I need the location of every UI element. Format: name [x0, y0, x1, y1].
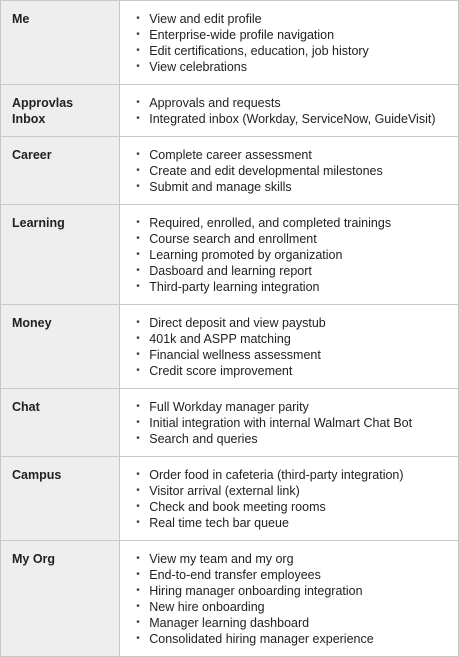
list-item: View my team and my org — [134, 551, 458, 567]
row-items-cell: Order food in cafeteria (third-party int… — [119, 456, 459, 541]
list-item: Edit certifications, education, job hist… — [134, 43, 458, 59]
list-item: Integrated inbox (Workday, ServiceNow, G… — [134, 111, 458, 127]
list-item: Enterprise-wide profile navigation — [134, 27, 458, 43]
list-item: Course search and enrollment — [134, 231, 458, 247]
feature-list-my-org: View my team and my org End-to-end trans… — [134, 551, 458, 647]
row-label-cell: Career — [0, 136, 121, 205]
table-row-my-org: My Org View my team and my org End-to-en… — [0, 540, 459, 657]
feature-list-approvals-inbox: Approvals and requests Integrated inbox … — [134, 95, 458, 127]
row-label-cell: Learning — [0, 204, 121, 305]
list-item: Credit score improvement — [134, 363, 458, 379]
row-items-cell: Direct deposit and view paystub 401k and… — [119, 304, 459, 389]
list-item: Third-party learning integration — [134, 279, 458, 295]
row-label-chat: Chat — [12, 400, 40, 414]
list-item: 401k and ASPP matching — [134, 331, 458, 347]
list-item: Submit and manage skills — [134, 179, 458, 195]
feature-list-career: Complete career assessment Create and ed… — [134, 147, 458, 195]
list-item: Full Workday manager parity — [134, 399, 458, 415]
row-label-cell: Campus — [0, 456, 121, 541]
list-item: Check and book meeting rooms — [134, 499, 458, 515]
table-row-chat: Chat Full Workday manager parity Initial… — [0, 388, 459, 457]
list-item: Direct deposit and view paystub — [134, 315, 458, 331]
list-item: Order food in cafeteria (third-party int… — [134, 467, 458, 483]
row-label-cell: My Org — [0, 540, 121, 657]
list-item: End-to-end transfer employees — [134, 567, 458, 583]
row-label-my-org: My Org — [12, 552, 56, 566]
list-item: Hiring manager onboarding integration — [134, 583, 458, 599]
list-item: Learning promoted by organization — [134, 247, 458, 263]
feature-list-money: Direct deposit and view paystub 401k and… — [134, 315, 458, 379]
list-item: Search and queries — [134, 431, 458, 447]
table-row-me: Me View and edit profile Enterprise-wide… — [0, 0, 459, 85]
row-label-money: Money — [12, 316, 52, 330]
list-item: Initial integration with internal Walmar… — [134, 415, 458, 431]
feature-list-me: View and edit profile Enterprise-wide pr… — [134, 11, 458, 75]
list-item: View and edit profile — [134, 11, 458, 27]
list-item: Dasboard and learning report — [134, 263, 458, 279]
row-label-approvals-inbox: Approvlas Inbox — [12, 96, 74, 126]
table-row-approvals-inbox: Approvlas Inbox Approvals and requests I… — [0, 84, 459, 137]
row-label-cell: Chat — [0, 388, 121, 457]
table-row-money: Money Direct deposit and view paystub 40… — [0, 304, 459, 389]
row-label-cell: Money — [0, 304, 121, 389]
row-items-cell: View my team and my org End-to-end trans… — [119, 540, 459, 657]
row-label-cell: Approvlas Inbox — [0, 84, 121, 137]
row-label-me: Me — [12, 12, 30, 26]
list-item: Create and edit developmental milestones — [134, 163, 458, 179]
row-label-cell: Me — [0, 0, 121, 85]
list-item: Consolidated hiring manager experience — [134, 631, 458, 647]
list-item: Real time tech bar queue — [134, 515, 458, 531]
row-items-cell: Full Workday manager parity Initial inte… — [119, 388, 459, 457]
row-label-campus: Campus — [12, 468, 62, 482]
list-item: New hire onboarding — [134, 599, 458, 615]
row-label-learning: Learning — [12, 216, 65, 230]
list-item: Manager learning dashboard — [134, 615, 458, 631]
row-label-career: Career — [12, 148, 52, 162]
feature-list-chat: Full Workday manager parity Initial inte… — [134, 399, 458, 447]
list-item: Complete career assessment — [134, 147, 458, 163]
row-items-cell: Complete career assessment Create and ed… — [119, 136, 459, 205]
row-items-cell: View and edit profile Enterprise-wide pr… — [119, 0, 459, 85]
feature-list-learning: Required, enrolled, and completed traini… — [134, 215, 458, 295]
list-item: Visitor arrival (external link) — [134, 483, 458, 499]
row-items-cell: Approvals and requests Integrated inbox … — [119, 84, 459, 137]
list-item: Approvals and requests — [134, 95, 458, 111]
list-item: Required, enrolled, and completed traini… — [134, 215, 458, 231]
list-item: Financial wellness assessment — [134, 347, 458, 363]
table-row-learning: Learning Required, enrolled, and complet… — [0, 204, 459, 305]
row-items-cell: Required, enrolled, and completed traini… — [119, 204, 459, 305]
table-row-campus: Campus Order food in cafeteria (third-pa… — [0, 456, 459, 541]
table-row-career: Career Complete career assessment Create… — [0, 136, 459, 205]
feature-list-campus: Order food in cafeteria (third-party int… — [134, 467, 458, 531]
list-item: View celebrations — [134, 59, 458, 75]
